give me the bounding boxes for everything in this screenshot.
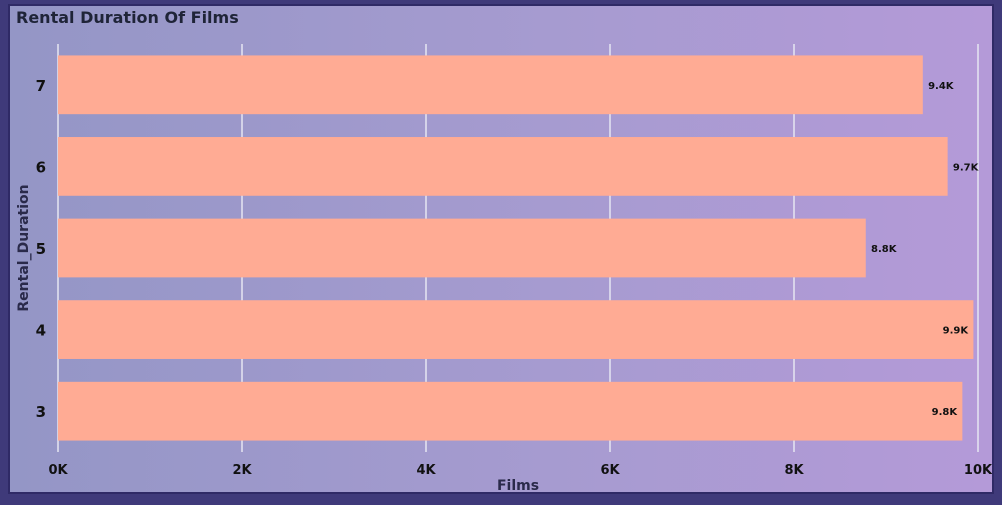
data-label-4: 9.9K <box>943 326 970 337</box>
data-label-7: 9.4K <box>928 81 955 92</box>
y-tick-label-3: 3 <box>36 403 46 421</box>
y-tick-label-4: 4 <box>36 322 46 340</box>
y-axis-title: Rental_Duration <box>16 184 32 311</box>
x-tick-label-2: 4K <box>416 463 436 478</box>
x-tick-label-3: 6K <box>600 463 620 478</box>
chart-title: Rental Duration Of Films <box>16 8 239 27</box>
data-label-3: 9.8K <box>932 407 959 418</box>
x-tick-label-0: 0K <box>48 463 68 478</box>
chart-panel: 0K 2K 4K 6K 8K 10K 7 9.4K 6 9.7K 5 8.8K 4 9.9K 3 9.8K Fi… <box>8 4 994 494</box>
bar-5[interactable] <box>58 218 866 278</box>
y-tick-label-7: 7 <box>36 77 46 95</box>
x-axis-title: Films <box>497 478 539 492</box>
bar-7[interactable] <box>58 55 923 115</box>
x-tick-label-5: 10K <box>964 463 992 478</box>
bar-6[interactable] <box>58 137 948 196</box>
y-tick-label-6: 6 <box>36 158 46 176</box>
data-label-6: 9.7K <box>953 162 980 173</box>
bar-chart: 0K 2K 4K 6K 8K 10K 7 9.4K 6 9.7K 5 8.8K 4 9.9K 3 9.8K Fi… <box>16 44 992 492</box>
bar-4[interactable] <box>58 300 974 359</box>
bar-3[interactable] <box>58 381 963 441</box>
y-tick-label-5: 5 <box>36 240 46 258</box>
x-tick-label-1: 2K <box>232 463 252 478</box>
data-label-5: 8.8K <box>871 244 898 255</box>
x-tick-label-4: 8K <box>784 463 804 478</box>
